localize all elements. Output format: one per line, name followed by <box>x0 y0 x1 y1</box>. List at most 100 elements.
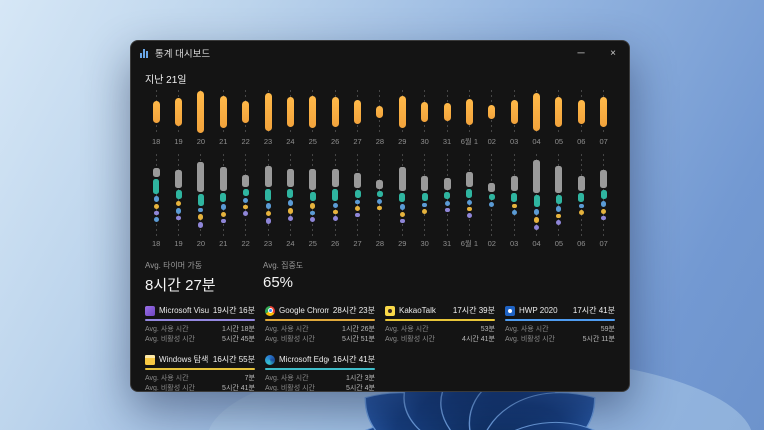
timer-chart-column: 19 <box>167 88 189 148</box>
app-usage-row: Avg. 사용 시간 53분 <box>385 325 495 335</box>
blue-activity-segment <box>444 201 450 206</box>
yellow-activity-segment <box>578 210 584 215</box>
app-card-header: KakaoTalk 17시간 39분 <box>385 305 495 316</box>
timer-chart-column: 04 <box>525 88 547 148</box>
period-label: 지난 21일 <box>145 75 187 86</box>
blue-activity-segment <box>332 203 338 208</box>
avg-idle-value: 5시간 4분 <box>345 385 375 392</box>
app-idle-row: Avg. 비활성 시간 5시간 11분 <box>505 335 615 345</box>
gray-activity-segment <box>421 176 429 192</box>
activity-stack <box>331 169 339 221</box>
yellow-activity-segment <box>601 209 607 214</box>
timer-bar <box>331 97 339 127</box>
teal-activity-segment <box>444 191 451 200</box>
apps-grid: Microsoft Visua...19시간 16분 Avg. 사용 시간 1시간 … <box>145 305 615 392</box>
activity-stack <box>152 168 160 222</box>
timer-chart-column: 30 <box>414 88 436 148</box>
activity-stack <box>421 176 429 214</box>
avg-idle-label: Avg. 비활성 시간 <box>265 385 315 392</box>
avg-focus-label: Avg. 집중도 <box>263 261 304 270</box>
avg-usage-value: 7분 <box>244 375 255 382</box>
minimize-button[interactable]: ─ <box>577 47 585 59</box>
avg-idle-label: Avg. 비활성 시간 <box>145 385 195 392</box>
purple-activity-segment <box>534 225 540 230</box>
window-titlebar[interactable]: 통계 대시보드 ─ × <box>131 41 629 65</box>
yellow-activity-segment <box>243 204 249 209</box>
app-card[interactable]: HWP 2020 17시간 41분 Avg. 사용 시간 59분 Avg. 비활성 시간… <box>505 305 615 345</box>
visual-studio-icon <box>145 305 155 316</box>
blue-activity-segment <box>399 204 405 210</box>
avg-focus-value: 65% <box>263 274 294 291</box>
timer-bar <box>264 93 272 131</box>
activity-chart-column: 23 <box>257 152 279 250</box>
teal-activity-segment <box>242 188 249 196</box>
activity-chart: 18 19 20 21 22 23 24 25 26 27 28 29 30 31 6월 1 02 03 04 05… <box>145 152 615 250</box>
teal-activity-segment <box>309 191 316 201</box>
app-name: HWP 2020 <box>519 306 558 315</box>
x-axis-label: 19 <box>174 137 183 146</box>
app-usage-row: Avg. 사용 시간 59분 <box>505 325 615 335</box>
avg-usage-label: Avg. 사용 시간 <box>145 375 189 382</box>
purple-activity-segment <box>556 220 562 225</box>
yellow-activity-segment <box>377 205 383 210</box>
gray-activity-segment <box>219 167 227 191</box>
purple-activity-segment <box>310 217 316 222</box>
teal-activity-segment <box>488 194 495 201</box>
timer-bar <box>465 99 473 125</box>
timer-chart-column: 28 <box>369 88 391 148</box>
avg-idle-value: 5시간 41분 <box>222 385 255 392</box>
teal-activity-segment <box>220 193 227 202</box>
x-axis-label: 20 <box>196 137 206 146</box>
gray-activity-segment <box>577 175 585 191</box>
app-name: Google Chrome <box>279 306 329 315</box>
timer-chart-column: 24 <box>279 88 301 148</box>
activity-stack <box>488 183 496 207</box>
teal-activity-segment <box>265 189 272 202</box>
app-card[interactable]: Windows 탐색기16시간 55분 Avg. 사용 시간 7분 Avg. 비활성 … <box>145 354 255 392</box>
x-axis-label: 03 <box>510 239 519 248</box>
app-card[interactable]: Microsoft Edge 16시간 41분 Avg. 사용 시간 1시간 3분 Av… <box>265 354 375 392</box>
close-button[interactable]: × <box>610 47 616 59</box>
activity-stack <box>264 166 272 224</box>
yellow-activity-segment <box>556 213 562 218</box>
yellow-activity-segment <box>332 209 338 215</box>
activity-chart-column: 21 <box>212 152 234 250</box>
x-axis-label: 24 <box>286 239 295 248</box>
timer-chart-column: 18 <box>145 88 167 148</box>
app-card-header: HWP 2020 17시간 41분 <box>505 305 615 316</box>
app-card[interactable]: Microsoft Visua...19시간 16분 Avg. 사용 시간 1시간 … <box>145 305 255 345</box>
blue-activity-segment <box>198 207 204 213</box>
x-axis-label: 04 <box>532 239 541 248</box>
purple-activity-segment <box>399 218 405 223</box>
avg-usage-label: Avg. 사용 시간 <box>385 326 429 333</box>
app-accent-underline <box>145 368 255 370</box>
avg-usage-label: Avg. 사용 시간 <box>145 326 189 333</box>
activity-stack <box>242 174 250 216</box>
purple-activity-segment <box>198 222 204 229</box>
app-accent-underline <box>265 368 375 370</box>
timer-chart-column: 26 <box>324 88 346 148</box>
blue-activity-segment <box>489 202 495 207</box>
timer-bar <box>286 97 294 127</box>
blue-activity-segment <box>287 200 293 207</box>
avg-idle-value: 5시간 51분 <box>342 336 375 343</box>
windows-explorer-icon <box>145 354 155 365</box>
activity-chart-column: 20 <box>190 152 212 250</box>
activity-chart-column: 19 <box>167 152 189 250</box>
app-total-time: 19시간 16분 <box>212 306 255 315</box>
timer-bar <box>443 103 451 121</box>
purple-activity-segment <box>601 215 607 220</box>
activity-chart-column: 6월 1 <box>458 152 480 250</box>
timer-chart-column: 21 <box>212 88 234 148</box>
stats-dashboard-window: 통계 대시보드 ─ × 지난 21일 18 19 20 21 22 23 24 25 26 27 2… <box>130 40 630 392</box>
app-card[interactable]: KakaoTalk 17시간 39분 Avg. 사용 시간 53분 Avg. 비활성 시… <box>385 305 495 345</box>
blue-activity-segment <box>422 202 428 208</box>
blue-activity-segment <box>310 210 316 215</box>
app-card-header: Microsoft Visua...19시간 16분 <box>145 305 255 316</box>
activity-stack <box>443 177 451 213</box>
timer-bar <box>555 97 563 127</box>
activity-stack <box>354 173 362 217</box>
activity-stack <box>219 167 227 223</box>
yellow-activity-segment <box>176 201 182 206</box>
